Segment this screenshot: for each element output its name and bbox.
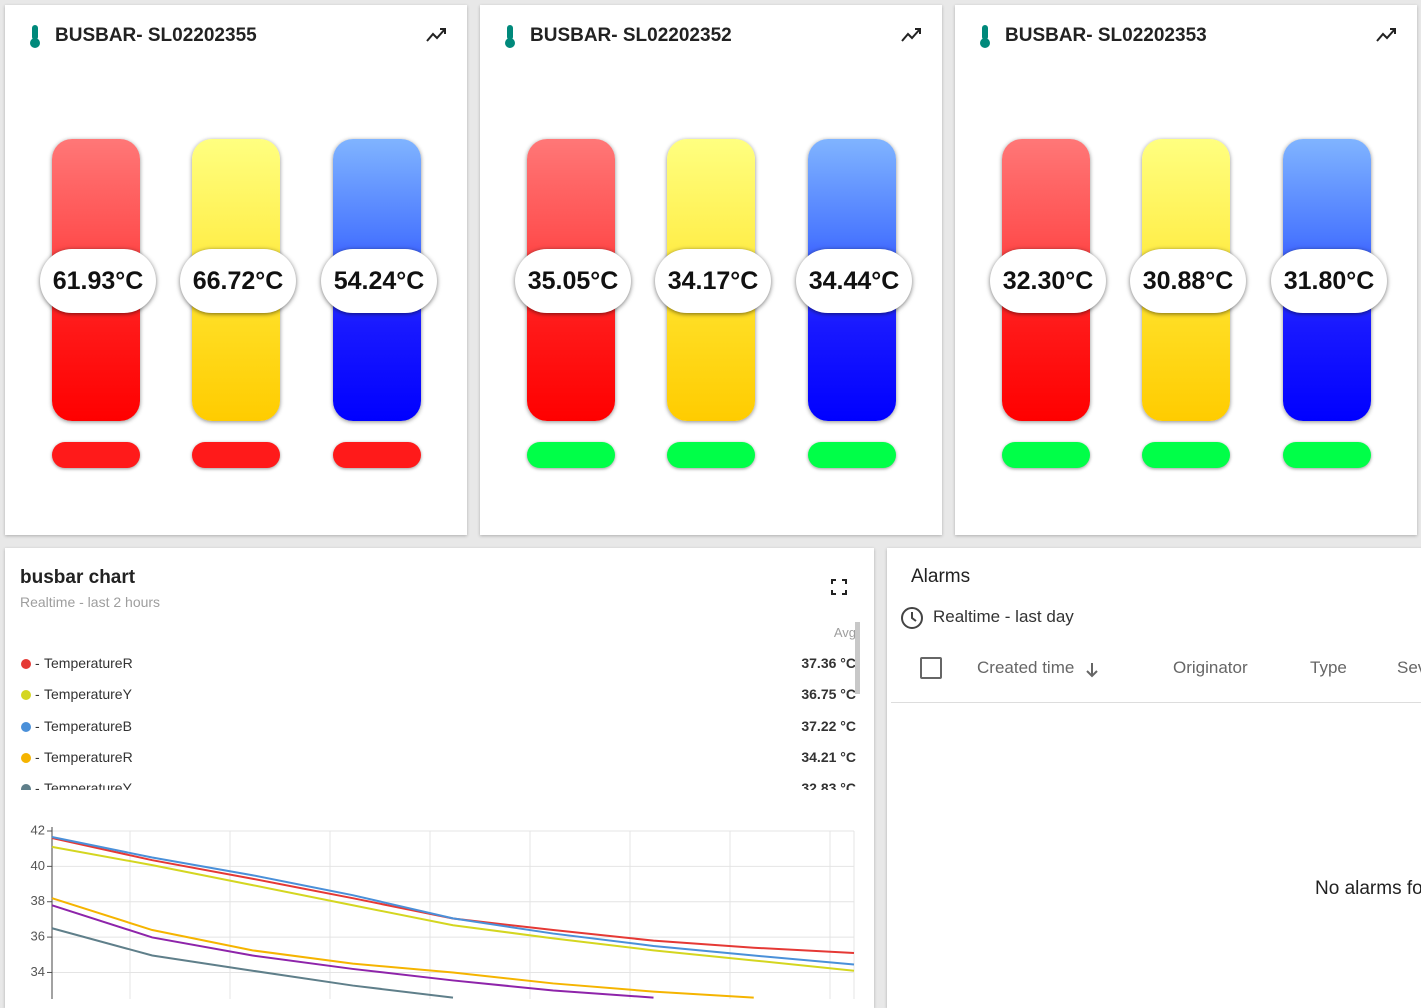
legend-row: - TemperatureR 34.21 °C: [5, 748, 856, 768]
legend-row: - TemperatureR 37.36 °C: [5, 654, 856, 674]
trend-icon-svg: [426, 28, 446, 42]
legend-dot: [21, 659, 31, 669]
status-indicator: [808, 442, 896, 468]
timewindow[interactable]: Realtime - last day: [933, 607, 1074, 626]
alarms-panel: Alarms Realtime - last day Created time Ori…: [887, 548, 1421, 1008]
y-tick-label: 38: [31, 893, 45, 908]
series-line: [51, 845, 855, 972]
column-header[interactable]: Originator: [1173, 658, 1248, 677]
legend-name: TemperatureB: [44, 717, 132, 734]
legend: Avg - TemperatureR 37.36 °C - TemperatureY 36.…: [5, 620, 865, 790]
status-indicator: [333, 442, 421, 468]
chart-title: busbar chart: [20, 567, 136, 588]
clock-icon-svg: [901, 607, 923, 629]
legend-row: - TemperatureY 32.83 °C: [5, 779, 856, 790]
thermometer-icon: [28, 24, 42, 54]
sort-arrow-icon-svg: [1086, 663, 1098, 678]
series-line: [51, 927, 454, 999]
thermometer-icon: [978, 24, 992, 54]
legend-dot: [21, 721, 31, 732]
chart-panel: busbar chart Realtime - last 2 hours Avg - T…: [5, 548, 874, 1008]
header-divider: [891, 702, 1421, 703]
busbar-card: BUSBAR- SL02202353 32.30°C 30.88°C 31.80°C: [955, 5, 1417, 535]
series-line: [51, 897, 754, 999]
clock-icon: [900, 606, 924, 635]
status-indicator: [667, 442, 755, 468]
temperature-value: 31.80°C: [1271, 249, 1387, 313]
card-title: BUSBAR- SL02202355: [55, 25, 257, 46]
trend-icon-svg: [1376, 28, 1396, 42]
status-indicator: [527, 442, 615, 468]
busbar-card: BUSBAR- SL02202355 61.93°C 66.72°C 54.24°C: [5, 5, 467, 535]
legend-dot: [21, 752, 31, 763]
status-indicator: [192, 442, 280, 468]
scrollbar: [855, 622, 860, 694]
chart-subtitle: Realtime - last 2 hours: [20, 594, 161, 610]
alarms-title: Alarms: [911, 566, 971, 587]
series-line: [51, 836, 855, 966]
temperature-value: 30.88°C: [1130, 249, 1246, 313]
series-line: [51, 904, 654, 999]
legend-avg: 37.36 °C: [801, 655, 856, 671]
y-tick-label: 42: [31, 822, 45, 837]
sort-arrow-icon: [1085, 661, 1099, 684]
legend-name: TemperatureY: [44, 686, 132, 703]
card-title: BUSBAR- SL02202353: [1005, 25, 1207, 46]
legend-dot: [21, 690, 31, 701]
y-tick-label: 40: [31, 858, 45, 873]
fullscreen-icon-svg: [831, 579, 847, 595]
legend-dash: -: [35, 748, 40, 765]
trend-icon-svg: [901, 28, 921, 42]
busbar-card: BUSBAR- SL02202352 35.05°C 34.17°C 34.44°C: [480, 5, 942, 535]
trend-icon[interactable]: [1376, 26, 1398, 49]
thermometer-icon-svg: [980, 25, 990, 48]
legend-name: TemperatureR: [44, 748, 133, 765]
legend-name: TemperatureY: [44, 780, 132, 790]
temperature-value: 61.93°C: [40, 249, 156, 313]
temperature-value: 54.24°C: [321, 249, 437, 313]
legend-row: - TemperatureB 37.22 °C: [5, 717, 856, 737]
legend-dash: -: [35, 686, 40, 703]
legend-dot: [21, 784, 31, 790]
temperature-value: 66.72°C: [180, 249, 296, 313]
temperature-value: 34.17°C: [655, 249, 771, 313]
y-tick-label: 34: [31, 964, 45, 979]
trend-icon[interactable]: [426, 26, 448, 49]
legend-dash: -: [35, 717, 40, 734]
legend-avg-header: Avg: [833, 625, 856, 640]
legend-avg: 37.22 °C: [801, 717, 856, 734]
column-header[interactable]: Type: [1310, 658, 1347, 677]
fullscreen-icon[interactable]: [831, 579, 847, 600]
thermometer-icon: [503, 24, 517, 54]
status-indicator: [1283, 442, 1371, 468]
empty-message: No alarms fo: [1315, 878, 1421, 899]
chart-plot: 34 36 38 40 42: [31, 822, 855, 999]
legend-avg: 36.75 °C: [801, 686, 856, 703]
status-indicator: [52, 442, 140, 468]
legend-row: - TemperatureY 36.75 °C: [5, 685, 856, 705]
legend-name: TemperatureR: [44, 655, 133, 671]
legend-avg: 32.83 °C: [801, 780, 856, 790]
thermometer-icon-svg: [505, 25, 515, 48]
temperature-value: 34.44°C: [796, 249, 912, 313]
status-indicator: [1142, 442, 1230, 468]
status-indicator: [1002, 442, 1090, 468]
temperature-value: 32.30°C: [990, 249, 1106, 313]
y-tick-label: 36: [31, 929, 45, 944]
column-header[interactable]: Created time: [977, 658, 1075, 677]
legend-avg: 34.21 °C: [801, 748, 856, 765]
temperature-value: 35.05°C: [515, 249, 631, 313]
thermometer-icon-svg: [30, 25, 40, 48]
series-line: [51, 837, 855, 955]
legend-dash: -: [35, 780, 40, 790]
trend-icon[interactable]: [901, 26, 923, 49]
column-header[interactable]: Sev: [1397, 658, 1421, 677]
legend-dash: -: [35, 655, 40, 671]
select-all-checkbox[interactable]: [920, 657, 942, 679]
card-title: BUSBAR- SL02202352: [530, 25, 732, 46]
